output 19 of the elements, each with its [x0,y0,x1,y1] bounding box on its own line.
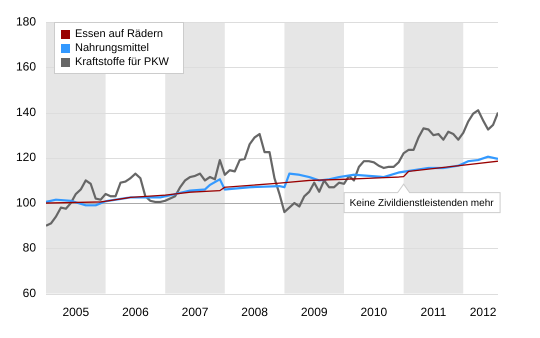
legend-label: Essen auf Rädern [75,27,164,41]
y-tick-label: 80 [22,240,36,255]
y-tick-label: 60 [22,286,36,300]
x-tick-label: 2008 [241,305,268,320]
x-tick-label: 2010 [360,305,388,320]
x-tick-label: 2005 [62,305,90,320]
y-tick-label: 100 [16,195,36,210]
x-tick-label: 2009 [300,305,328,320]
y-tick-label: 180 [16,14,36,28]
x-tick-label: 2012 [470,305,497,320]
y-tick-label: 120 [16,150,36,164]
x-tick-label: 2011 [420,305,447,320]
x-tick-label: 2007 [182,305,209,320]
y-tick-label: 140 [16,104,36,119]
legend-label: Nahrungsmittel [75,41,149,55]
annotation: Keine Zivildienstleistenden mehr [350,198,494,209]
legend-label: Kraftstoffe für PKW [75,55,169,69]
x-tick-label: 2006 [122,305,150,320]
y-tick-label: 160 [16,60,36,74]
